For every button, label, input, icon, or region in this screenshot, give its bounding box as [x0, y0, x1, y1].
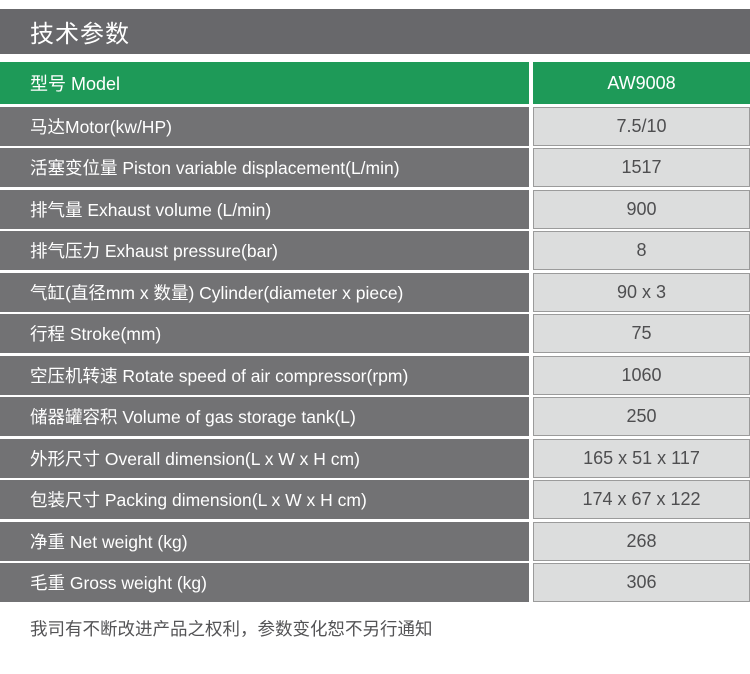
param-value-cell: 900 [533, 189, 750, 229]
table-row: 马达Motor(kw/HP) 7.5/10 [0, 106, 750, 146]
table-row: 外形尺寸 Overall dimension(L x W x H cm) 165 … [0, 438, 750, 478]
param-label-cell: 排气压力 Exhaust pressure(bar) [0, 231, 529, 270]
param-value-cell: 8 [533, 231, 750, 270]
param-value-cell: 1517 [533, 148, 750, 187]
spec-sheet: 技术参数 型号 Model AW9008 马达Motor(kw/HP) 7.5/1… [0, 9, 750, 674]
param-value-cell: 250 [533, 397, 750, 436]
table-row: 气缸(直径mm x 数量) Cylinder(diameter x piece)… [0, 272, 750, 312]
param-value-cell: 306 [533, 563, 750, 602]
param-value-cell: 7.5/10 [533, 106, 750, 146]
param-label-cell: 毛重 Gross weight (kg) [0, 563, 529, 602]
table-row: 排气量 Exhaust volume (L/min) 900 [0, 189, 750, 229]
section-title-bar: 技术参数 [0, 9, 750, 54]
param-label-cell: 排气量 Exhaust volume (L/min) [0, 189, 529, 229]
param-label-cell: 马达Motor(kw/HP) [0, 106, 529, 146]
spec-table: 型号 Model AW9008 马达Motor(kw/HP) 7.5/10 活塞变位… [0, 62, 750, 602]
param-label-cell: 行程 Stroke(mm) [0, 314, 529, 353]
param-value-cell: 174 x 67 x 122 [533, 480, 750, 519]
table-body: 马达Motor(kw/HP) 7.5/10 活塞变位量 Piston variabl… [0, 106, 750, 602]
param-value-cell: 165 x 51 x 117 [533, 438, 750, 478]
param-label-cell: 净重 Net weight (kg) [0, 521, 529, 561]
param-label-cell: 空压机转速 Rotate speed of air compressor(rpm… [0, 355, 529, 395]
param-label-cell: 活塞变位量 Piston variable displacement(L/min… [0, 148, 529, 187]
table-row: 活塞变位量 Piston variable displacement(L/min… [0, 148, 750, 187]
table-row: 储器罐容积 Volume of gas storage tank(L) 250 [0, 397, 750, 436]
header-model-value-cell: AW9008 [533, 62, 750, 104]
table-row: 空压机转速 Rotate speed of air compressor(rpm… [0, 355, 750, 395]
param-label-cell: 包装尺寸 Packing dimension(L x W x H cm) [0, 480, 529, 519]
table-row: 排气压力 Exhaust pressure(bar) 8 [0, 231, 750, 270]
disclaimer-text: 我司有不断改进产品之权利，参数变化恕不另行通知 [30, 619, 433, 639]
header-model-label-cell: 型号 Model [0, 62, 529, 104]
table-row: 毛重 Gross weight (kg) 306 [0, 563, 750, 602]
table-header-row: 型号 Model AW9008 [0, 62, 750, 104]
param-value-cell: 75 [533, 314, 750, 353]
table-row: 包装尺寸 Packing dimension(L x W x H cm) 174 … [0, 480, 750, 519]
table-row: 行程 Stroke(mm) 75 [0, 314, 750, 353]
param-value-cell: 268 [533, 521, 750, 561]
table-row: 净重 Net weight (kg) 268 [0, 521, 750, 561]
param-label-cell: 外形尺寸 Overall dimension(L x W x H cm) [0, 438, 529, 478]
param-value-cell: 1060 [533, 355, 750, 395]
param-value-cell: 90 x 3 [533, 272, 750, 312]
param-label-cell: 储器罐容积 Volume of gas storage tank(L) [0, 397, 529, 436]
section-title: 技术参数 [30, 21, 130, 48]
param-label-cell: 气缸(直径mm x 数量) Cylinder(diameter x piece) [0, 272, 529, 312]
